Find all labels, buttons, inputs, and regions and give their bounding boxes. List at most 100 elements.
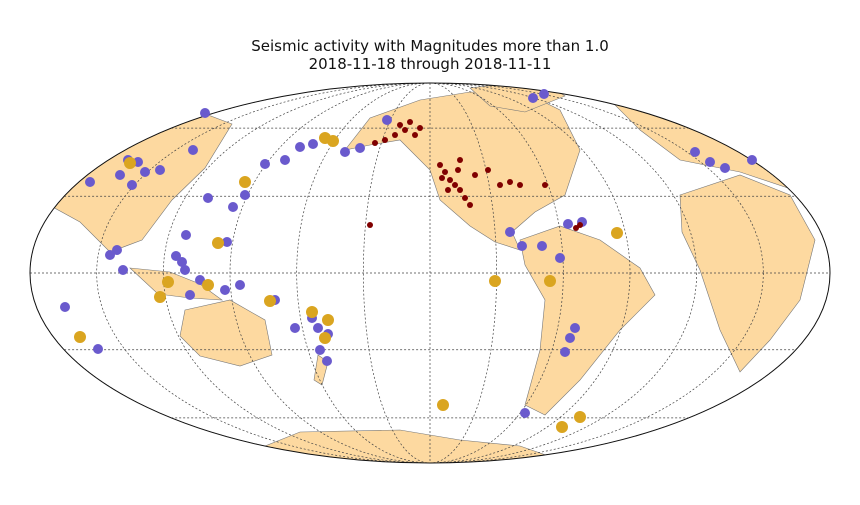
quake-red [485,167,491,173]
quake-purple [747,155,757,165]
quake-gold [154,291,166,303]
quake-purple [240,190,250,200]
quake-purple [235,280,245,290]
quake-red [497,182,503,188]
quake-purple [280,155,290,165]
quake-red [407,119,413,125]
quake-red [397,122,403,128]
quake-purple [220,285,230,295]
africa [679,174,816,373]
earthquakes [60,89,757,433]
quake-gold [574,411,586,423]
quake-red [542,182,548,188]
quake-red [517,182,523,188]
quake-gold [212,237,224,249]
quake-purple [60,302,70,312]
quake-gold [611,227,623,239]
quake-purple [295,142,305,152]
quake-purple [308,139,318,149]
quake-purple [520,408,530,418]
quake-purple [200,108,210,118]
quake-purple [565,333,575,343]
quake-purple [185,290,195,300]
quake-purple [690,147,700,157]
quake-purple [555,253,565,263]
quake-purple [177,257,187,267]
quake-purple [720,163,730,173]
quake-gold [239,176,251,188]
quake-red [439,175,445,181]
quake-gold [322,314,334,326]
quake-purple [140,167,150,177]
quake-purple [112,245,122,255]
quake-red [452,182,458,188]
quake-red [457,157,463,163]
quake-gold [124,157,136,169]
south-america [519,225,656,416]
quake-purple [505,227,515,237]
quake-gold [162,276,174,288]
quake-purple [539,89,549,99]
quake-gold [202,279,214,291]
quake-red [457,187,463,193]
quake-red [445,187,451,193]
quake-gold [489,275,501,287]
quake-purple [180,265,190,275]
quake-red [467,202,473,208]
quake-purple [528,93,538,103]
quake-purple [228,202,238,212]
quake-red [392,132,398,138]
quake-red [507,179,513,185]
quake-gold [544,275,556,287]
quake-red [402,127,408,133]
quake-gold [74,331,86,343]
quake-purple [188,145,198,155]
quake-purple [260,159,270,169]
quake-purple [340,147,350,157]
quake-red [573,225,579,231]
quake-red [462,195,468,201]
quake-red [472,172,478,178]
quake-red [455,167,461,173]
quake-gold [264,295,276,307]
meridian [362,83,498,463]
title-line-2: 2018-11-18 through 2018-11-11 [309,55,552,73]
quake-red [412,132,418,138]
quake-purple [563,219,573,229]
quake-purple [127,180,137,190]
quake-purple [195,275,205,285]
quake-purple [85,177,95,187]
quake-purple [222,237,232,247]
graticule [30,83,830,463]
quake-red [447,177,453,183]
quake-purple [155,165,165,175]
quake-purple [570,323,580,333]
quake-gold [327,135,339,147]
quake-purple [118,265,128,275]
quake-purple [560,347,570,357]
quake-purple [382,115,392,125]
quake-purple [313,323,323,333]
quake-red [382,137,388,143]
globe-outline [29,82,831,464]
quake-purple [705,157,715,167]
title-line-1: Seismic activity with Magnitudes more th… [251,37,609,55]
quake-gold [306,306,318,318]
quake-red [367,222,373,228]
quake-red [442,169,448,175]
quake-purple [203,193,213,203]
quake-purple [355,143,365,153]
quake-gold [319,332,331,344]
quake-red [417,125,423,131]
quake-gold [556,421,568,433]
meridian [162,83,698,463]
quake-purple [517,241,527,251]
quake-purple [315,345,325,355]
quake-gold [437,399,449,411]
quake-purple [115,170,125,180]
quake-purple [322,356,332,366]
quake-red [372,140,378,146]
quake-red [437,162,443,168]
quake-purple [105,250,115,260]
